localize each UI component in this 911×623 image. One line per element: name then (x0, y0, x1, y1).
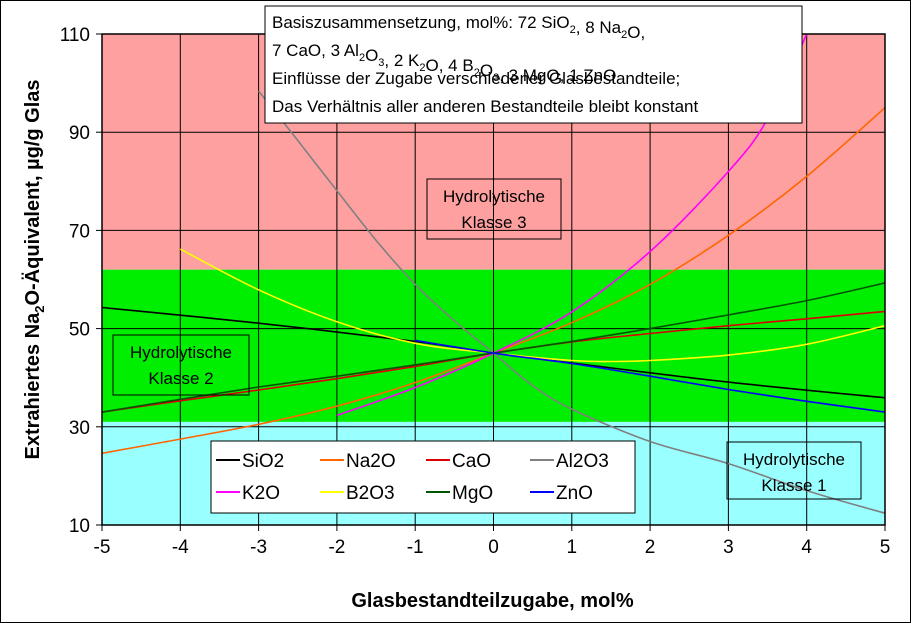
legend-label: Na2O (346, 451, 396, 472)
class1-label: Hydrolytische Klasse 1 (726, 441, 862, 500)
composition-note-box (264, 5, 803, 124)
x-tick-label: 3 (723, 537, 734, 558)
legend: SiO2 Na2O CaO Al2O3 K2O B2O3 MgO ZnO (210, 440, 636, 514)
class1-label-text: Hydrolytische (743, 450, 845, 469)
class3-label-text: Hydrolytische (443, 187, 545, 206)
legend-label: ZnO (556, 483, 593, 504)
composition-note-line: Einflüsse der Zugabe verschiedener Glasb… (272, 69, 680, 88)
legend-label: MgO (452, 483, 493, 504)
legend-label: SiO2 (242, 451, 284, 472)
series-line-zno (415, 339, 885, 413)
x-tick-label: 0 (488, 537, 499, 558)
y-tick-label: 30 (69, 418, 90, 439)
series-line-b2o3 (179, 248, 885, 363)
y-tick-label: 50 (69, 320, 90, 341)
class2-label: Hydrolytische Klasse 2 (112, 334, 250, 396)
composition-note-line: 7 CaO, 3 Al2O3, 2 K2O, 4 B2O3, 3 MgO, 1 … (272, 41, 616, 85)
legend-box (210, 440, 636, 514)
x-axis-title: Glasbestandteilzugabe, mol% (351, 590, 634, 612)
class3-label-text: Klasse 3 (461, 213, 526, 232)
class1-label-text: Klasse 1 (761, 476, 826, 495)
class2-label-text: Klasse 2 (148, 369, 213, 388)
y-tick-label: 90 (69, 123, 90, 144)
class2-label-text: Hydrolytische (130, 343, 232, 362)
composition-note-line: Basiszusammensetzung, mol%: 72 SiO2, 8 N… (272, 13, 645, 42)
x-tick-label: -5 (94, 537, 111, 558)
series-line-k2o (336, 34, 808, 417)
series-line-al2o3 (257, 90, 885, 514)
class3-label: Hydrolytische Klasse 3 (426, 178, 562, 240)
y-tick-label: 70 (69, 221, 90, 242)
class3-label-box (426, 178, 562, 240)
legend-label: Al2O3 (556, 451, 609, 472)
composition-note-line: Das Verhältnis aller anderen Bestandteil… (272, 97, 698, 116)
y-tick-label: 10 (69, 516, 90, 537)
x-tick-label: 5 (880, 537, 891, 558)
class2-label-box (112, 334, 250, 396)
x-tick-label: -2 (328, 537, 345, 558)
legend-label: K2O (242, 483, 280, 504)
x-tick-label: 2 (645, 537, 656, 558)
series-group (102, 34, 885, 514)
x-tick-label: -4 (172, 537, 189, 558)
x-tick-label: -1 (407, 537, 424, 558)
y-axis-title: Extrahiertes Na2O-Äquivalent, µg/g Glas (21, 80, 47, 460)
class1-label-box (726, 441, 862, 500)
composition-note: Basiszusammensetzung, mol%: 72 SiO2, 8 N… (264, 5, 803, 124)
legend-label: CaO (452, 451, 491, 472)
x-tick-label: 4 (801, 537, 812, 558)
x-tick-label: 1 (567, 537, 578, 558)
legend-label: B2O3 (346, 483, 395, 504)
x-tick-label: -3 (250, 537, 267, 558)
y-tick-label: 110 (60, 25, 90, 46)
